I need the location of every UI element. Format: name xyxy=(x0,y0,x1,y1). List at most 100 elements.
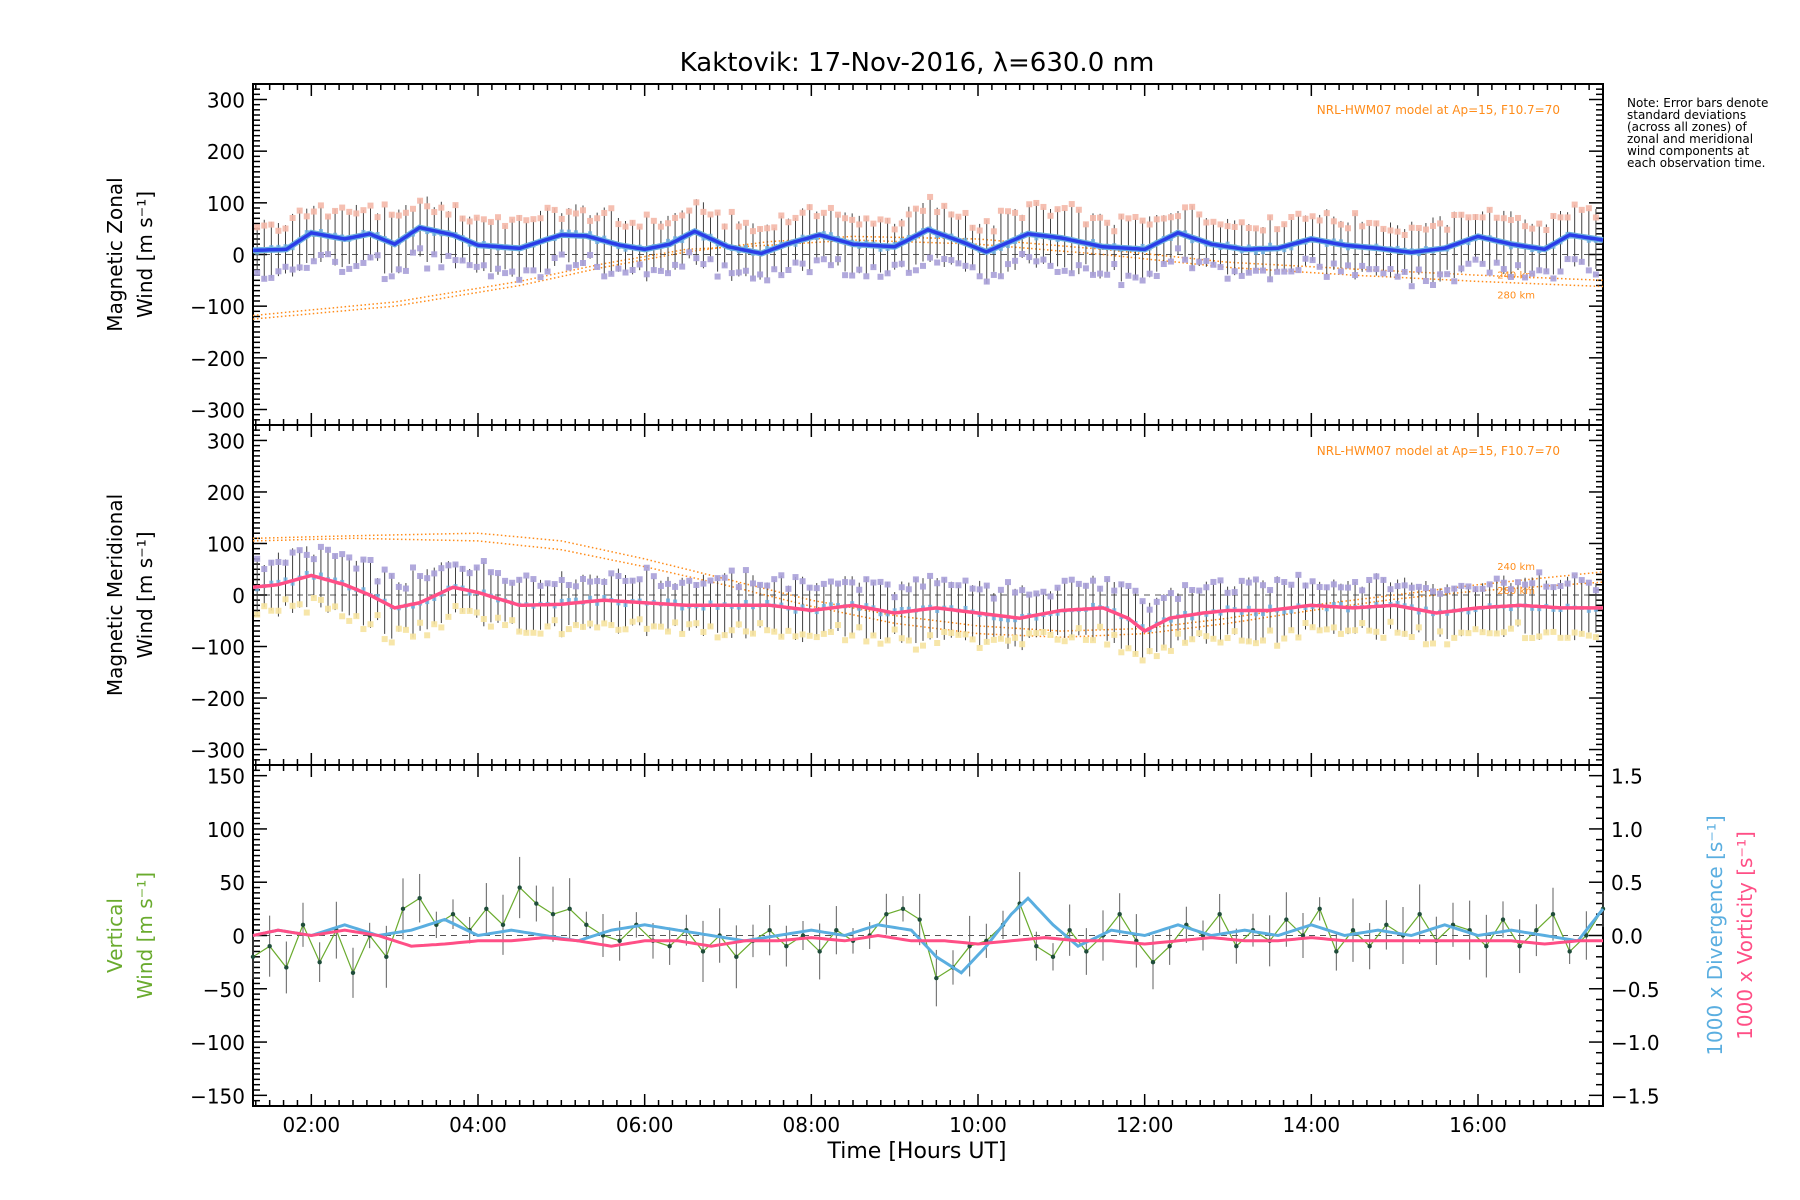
zone-sample xyxy=(1112,608,1117,613)
zone-sample xyxy=(885,612,890,617)
zone-sample xyxy=(813,213,820,220)
zone-sample xyxy=(715,605,720,610)
zone-sample xyxy=(778,572,785,579)
model-curve xyxy=(252,239,1604,317)
zone-sample xyxy=(799,209,806,216)
zone-sample xyxy=(1359,587,1366,594)
zone-sample xyxy=(686,249,693,256)
zone-sample xyxy=(750,275,756,282)
zone-sample xyxy=(1125,215,1132,222)
zone-sample xyxy=(778,272,785,279)
zone-sample xyxy=(1543,227,1550,234)
zone-sample xyxy=(530,629,537,636)
zone-sample xyxy=(813,257,820,264)
zone-sample xyxy=(346,617,353,624)
zone-sample xyxy=(1493,630,1500,637)
zone-sample xyxy=(1189,587,1196,594)
zone-sample xyxy=(1224,275,1231,282)
zone-sample xyxy=(1324,607,1329,612)
zone-sample xyxy=(1182,256,1189,263)
zone-sample xyxy=(1012,209,1019,216)
zone-sample xyxy=(438,624,445,631)
zone-sample xyxy=(438,204,445,211)
zone-sample xyxy=(1557,268,1564,275)
zone-sample xyxy=(955,213,962,220)
vertical-wind-point xyxy=(317,959,322,965)
zone-sample xyxy=(530,576,537,583)
zone-sample xyxy=(1585,267,1592,274)
zone-sample xyxy=(1571,256,1578,263)
zone-sample xyxy=(1054,584,1061,591)
zone-sample xyxy=(1047,212,1054,219)
zone-sample xyxy=(799,578,806,585)
zone-sample xyxy=(1111,631,1118,638)
zone-sample xyxy=(1090,577,1096,584)
zone-sample xyxy=(1012,257,1019,264)
zone-sample xyxy=(558,576,565,583)
zone-sample xyxy=(1309,257,1316,264)
zone-sample xyxy=(565,264,572,271)
zone-sample xyxy=(1394,273,1401,280)
vertical-wind-point xyxy=(1167,943,1172,949)
zone-sample xyxy=(1252,576,1259,583)
zone-sample xyxy=(884,270,891,277)
zone-sample xyxy=(558,215,565,222)
zone-sample xyxy=(1238,272,1245,279)
zone-sample xyxy=(1026,591,1033,598)
zone-sample xyxy=(530,216,537,223)
zone-sample xyxy=(955,260,962,267)
zone-sample xyxy=(304,570,309,575)
zone-sample xyxy=(1493,259,1500,266)
zone-sample xyxy=(1118,282,1125,289)
zone-sample xyxy=(820,209,827,216)
zone-sample xyxy=(1068,576,1075,583)
zone-sample xyxy=(268,274,275,281)
zone-sample xyxy=(629,219,636,226)
zone-sample xyxy=(466,570,473,577)
zone-sample xyxy=(1529,270,1536,277)
zone-sample xyxy=(1075,625,1082,632)
zone-sample xyxy=(1231,223,1238,230)
zone-sample xyxy=(735,584,742,591)
vertical-wind-point xyxy=(817,949,822,954)
zone-sample xyxy=(898,584,905,591)
zone-sample xyxy=(1337,268,1344,275)
zone-sample xyxy=(814,610,819,615)
zone-sample xyxy=(912,205,919,212)
zone-sample xyxy=(1245,579,1252,586)
y-tick-label: 50 xyxy=(220,871,245,895)
zone-sample xyxy=(303,213,310,220)
zone-sample xyxy=(318,229,323,234)
zone-sample xyxy=(778,212,785,219)
zone-sample xyxy=(289,549,296,556)
zone-sample xyxy=(771,266,778,273)
zone-sample xyxy=(1153,598,1160,605)
zone-sample xyxy=(1536,633,1543,640)
zone-sample xyxy=(523,572,530,579)
y-tick-label: −100 xyxy=(190,636,245,660)
zone-sample xyxy=(991,616,996,621)
zone-sample xyxy=(495,570,501,577)
zone-sample xyxy=(856,586,863,593)
zone-sample xyxy=(1061,638,1068,645)
zone-sample xyxy=(395,212,402,219)
zone-sample xyxy=(1451,634,1458,641)
zone-sample xyxy=(282,225,289,232)
zone-sample xyxy=(1302,619,1309,626)
zone-sample xyxy=(792,574,799,581)
zone-sample xyxy=(1217,221,1224,228)
vertical-wind-point xyxy=(1517,943,1522,949)
y2-tick-label: −1.5 xyxy=(1611,1084,1660,1108)
zone-sample xyxy=(1203,219,1210,226)
zone-sample xyxy=(1444,641,1451,648)
zone-sample xyxy=(849,272,856,279)
zone-sample xyxy=(1323,584,1330,591)
zone-sample xyxy=(1529,634,1536,641)
zone-sample xyxy=(1473,608,1478,613)
zone-sample xyxy=(1282,248,1287,253)
zone-sample xyxy=(997,207,1004,214)
zone-sample xyxy=(721,223,728,230)
zone-sample xyxy=(1316,584,1323,591)
zone-sample xyxy=(785,627,792,634)
